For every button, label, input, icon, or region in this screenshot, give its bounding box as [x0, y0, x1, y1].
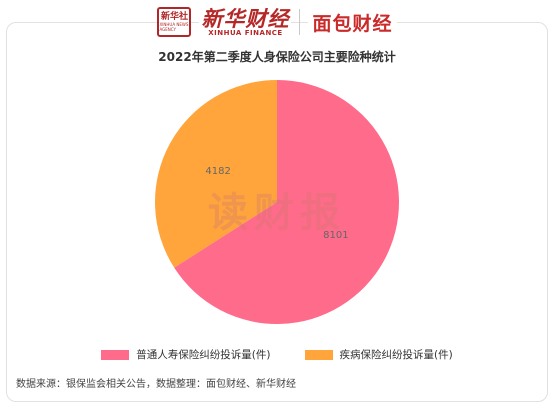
slice-value-life-insurance: 8101: [323, 230, 348, 241]
pie-slice-life-insurance: [174, 79, 400, 324]
slice-value-disease-insurance: 4182: [205, 166, 230, 177]
watermark: 读财报: [208, 189, 346, 236]
xinhua-finance-logo-en: XINHUA FINANCE: [208, 28, 283, 37]
mianbao-finance-logo: 面包财经: [308, 8, 397, 36]
header-logos: 新华社 XINHUA NEWS AGENCY 新华财经 XINHUA FINAN…: [0, 0, 554, 44]
legend-swatch-life-insurance: [101, 349, 130, 360]
xinhua-agency-logo-cn: 新华社: [160, 12, 188, 22]
pie-slices: [155, 79, 400, 324]
legend-swatch-disease-insurance: [304, 349, 333, 360]
legend-label-life-insurance: 普通人寿保险纠纷投诉量(件): [136, 349, 271, 361]
xinhua-agency-logo-en: XINHUA NEWS AGENCY: [159, 22, 189, 32]
xinhua-agency-logo: 新华社 XINHUA NEWS AGENCY: [157, 7, 192, 37]
data-source-note: 数据来源：银保监会相关公告，数据整理：面包财经、新华财经: [16, 379, 296, 390]
legend-label-disease-insurance: 疾病保险纠纷投诉量(件): [339, 349, 453, 361]
logo-divider: [299, 9, 301, 35]
chart-title: 2022年第二季度人身保险公司主要险种统计: [158, 50, 396, 64]
legend-item-life-insurance: 普通人寿保险纠纷投诉量(件): [101, 347, 271, 362]
xinhua-finance-logo: 新华财经 XINHUA FINANCE: [199, 5, 292, 37]
legend-item-disease-insurance: 疾病保险纠纷投诉量(件): [304, 347, 453, 362]
xinhua-finance-logo-cn: 新华财经: [201, 5, 290, 31]
pie-slice-disease-insurance: [155, 80, 277, 268]
pie-slice-labels: 8101 4182: [205, 166, 348, 241]
legend: 普通人寿保险纠纷投诉量(件) 疾病保险纠纷投诉量(件): [0, 347, 554, 362]
